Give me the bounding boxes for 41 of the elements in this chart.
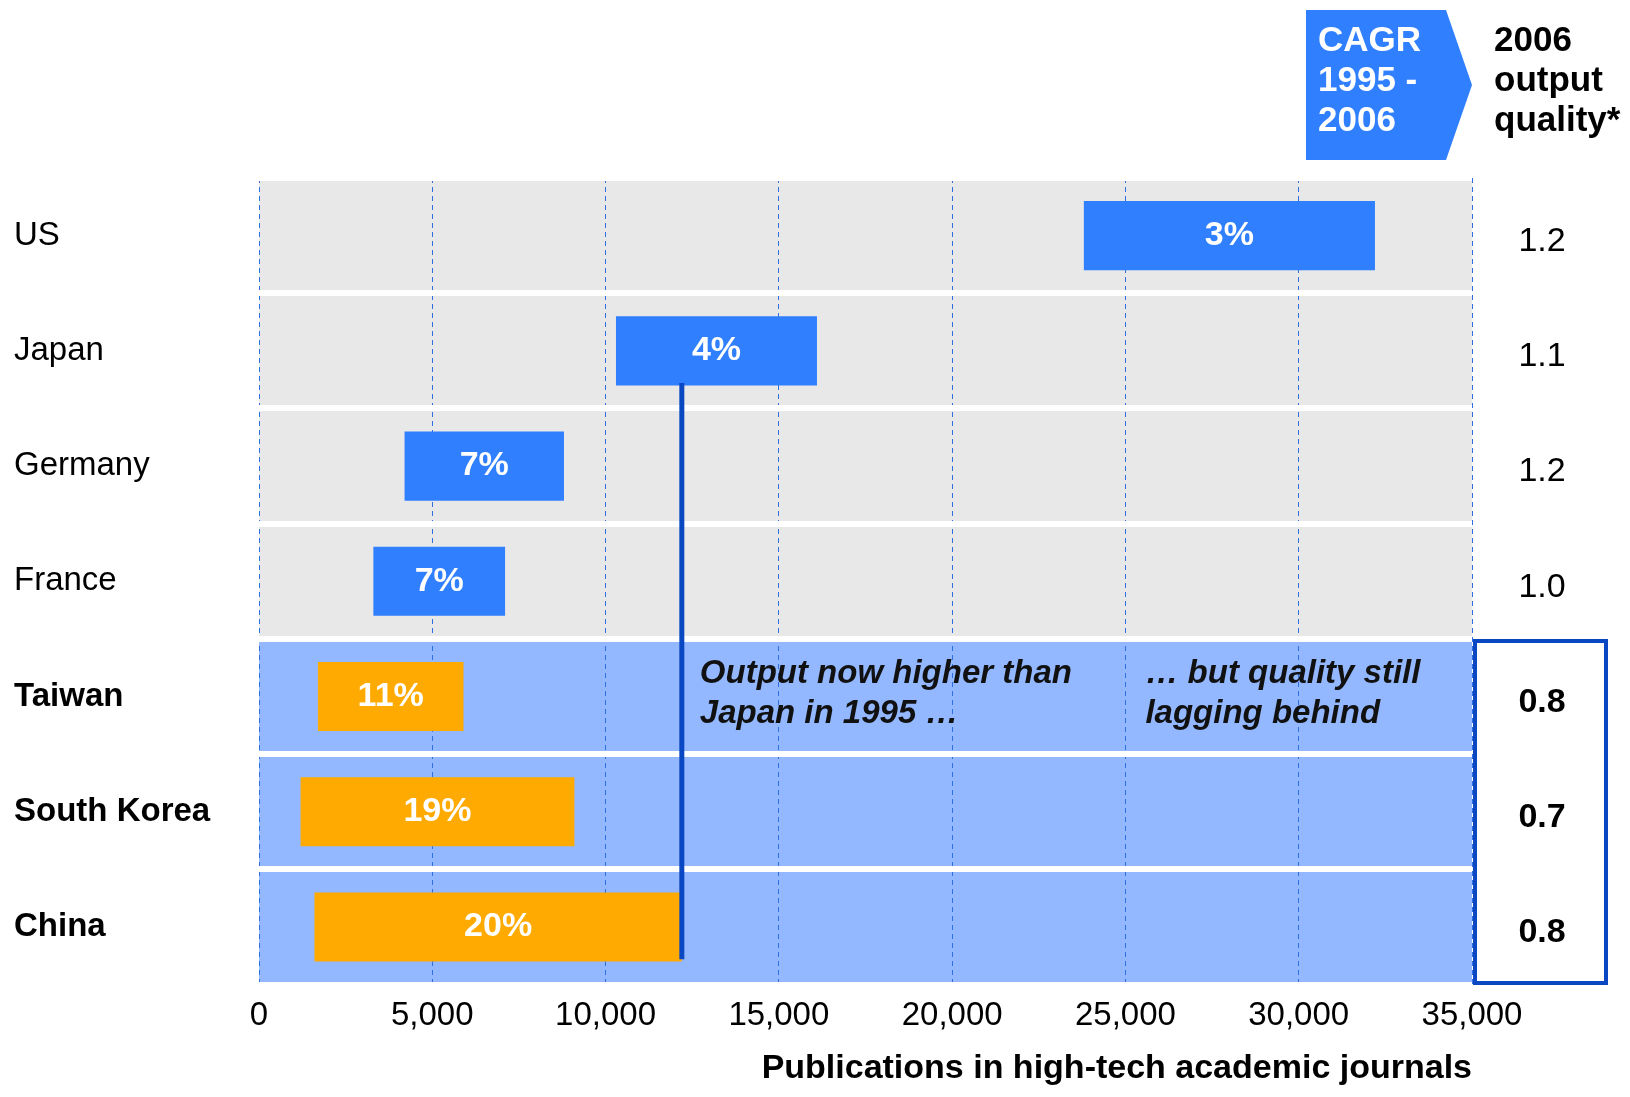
bar bbox=[404, 431, 564, 501]
y2-tick-label: 1.2 bbox=[1518, 219, 1566, 258]
x-tick-label: 25,000 bbox=[1074, 995, 1176, 1033]
bar bbox=[314, 892, 682, 962]
x-tick-label: 15,000 bbox=[728, 995, 830, 1033]
annotation: 3% bbox=[1204, 213, 1254, 252]
y-tick-label: Taiwan bbox=[14, 675, 124, 713]
y-tick-label: US bbox=[14, 214, 60, 252]
x-tick-label: 10,000 bbox=[555, 995, 657, 1033]
y2-tick-label: 0.8 bbox=[1518, 680, 1566, 719]
annotation: Output now higher than Japan in 1995 … bbox=[699, 652, 1072, 730]
annotation: 11% bbox=[357, 674, 424, 713]
y-tick-label: Japan bbox=[14, 329, 104, 367]
y-tick-label: South Korea bbox=[14, 790, 211, 828]
x-tick-label: 5,000 bbox=[390, 995, 474, 1033]
annotation: 20% bbox=[464, 905, 533, 944]
text: CAGR 1995 - 2006 bbox=[1318, 19, 1422, 139]
x-tick-label: 0 bbox=[249, 995, 269, 1033]
bar bbox=[373, 546, 506, 616]
bar bbox=[300, 777, 575, 847]
bar bbox=[615, 316, 817, 386]
y2-tick-label: 1.2 bbox=[1518, 450, 1566, 489]
y-tick-label: France bbox=[14, 560, 117, 598]
y2-tick-label: 1.1 bbox=[1518, 335, 1566, 374]
bar bbox=[317, 661, 464, 732]
annotation: 7% bbox=[459, 444, 509, 483]
annotation: 19% bbox=[403, 790, 472, 829]
annotation: 4% bbox=[691, 329, 742, 368]
x-tick-label: 30,000 bbox=[1248, 995, 1350, 1033]
bar bbox=[1083, 201, 1375, 271]
annotation: 7% bbox=[414, 559, 464, 598]
y2-axis-title: 2006 output quality* bbox=[1494, 19, 1621, 139]
y-tick-label: Germany bbox=[14, 445, 151, 483]
y2-tick-label: 0.8 bbox=[1518, 911, 1566, 950]
y2-tick-label: 1.0 bbox=[1518, 565, 1566, 604]
y-tick-label: China bbox=[14, 906, 107, 944]
x-axis-title: Publications in high-tech academic journals bbox=[761, 1046, 1472, 1085]
x-tick-label: 35,000 bbox=[1421, 995, 1523, 1033]
x-tick-label: 20,000 bbox=[901, 995, 1003, 1033]
y2-tick-label: 0.7 bbox=[1518, 796, 1566, 835]
annotation: … but quality still lagging behind bbox=[1145, 652, 1422, 730]
